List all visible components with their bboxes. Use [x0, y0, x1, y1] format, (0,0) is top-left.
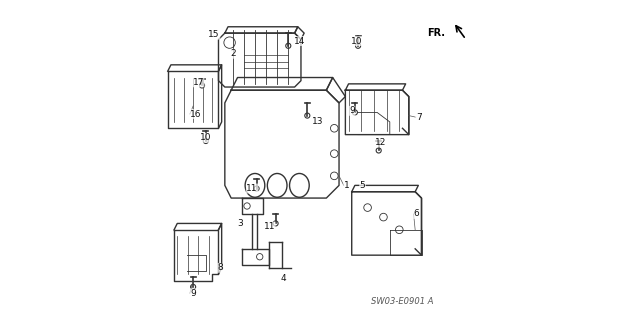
Circle shape	[254, 186, 259, 191]
Text: 4: 4	[280, 275, 286, 284]
Text: 10: 10	[351, 36, 363, 45]
Circle shape	[200, 83, 205, 88]
Text: 9: 9	[190, 289, 196, 298]
Text: 1: 1	[344, 181, 349, 190]
Text: 11: 11	[246, 184, 258, 193]
Text: 9: 9	[349, 106, 355, 115]
Text: 16: 16	[190, 109, 202, 118]
Text: FR.: FR.	[428, 28, 445, 38]
Text: 17: 17	[193, 78, 204, 87]
Text: 6: 6	[413, 209, 419, 219]
Text: 11: 11	[264, 222, 275, 231]
Text: 14: 14	[294, 36, 305, 45]
Text: 2: 2	[230, 49, 236, 58]
Text: 12: 12	[374, 138, 386, 147]
Text: 15: 15	[209, 30, 220, 39]
Text: SW03-E0901 A: SW03-E0901 A	[371, 297, 434, 306]
Circle shape	[376, 148, 381, 153]
Circle shape	[285, 43, 291, 48]
Text: 3: 3	[237, 219, 243, 228]
Text: 13: 13	[312, 117, 324, 126]
Circle shape	[191, 284, 196, 289]
Text: 7: 7	[416, 113, 422, 122]
Text: 8: 8	[218, 263, 223, 272]
Circle shape	[204, 139, 209, 143]
Circle shape	[305, 113, 310, 118]
Circle shape	[356, 43, 360, 48]
Text: 10: 10	[200, 133, 211, 142]
Circle shape	[353, 110, 357, 115]
Circle shape	[273, 221, 278, 226]
Text: 5: 5	[360, 181, 365, 190]
